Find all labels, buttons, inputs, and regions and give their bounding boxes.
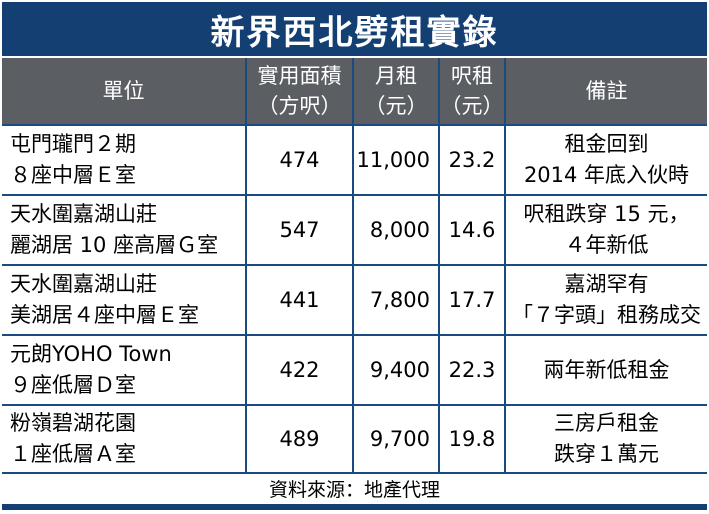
table-row-4-unit: 元朗YOHO Town ９座低層Ｄ室	[2, 336, 245, 404]
row-2-remark-line-2: ４年新低	[564, 233, 649, 257]
header-unit: 單位	[2, 58, 245, 124]
header-area: 實用面積 （方呎）	[247, 58, 352, 124]
row-2-area-value: 547	[279, 217, 320, 242]
row-1-remark-line-2: 2014 年底入伙時	[523, 163, 690, 187]
source-note: 資料來源：地產代理	[268, 478, 440, 501]
header-rent-unit: （元）	[364, 94, 428, 118]
row-divider	[2, 194, 707, 196]
table-row-1-rent: 11,000	[354, 126, 438, 194]
row-1-flat: ８座中層Ｅ室	[10, 163, 136, 187]
table-row-5-remarks: 三房戶租金 跌穿１萬元	[506, 406, 707, 472]
table-row-4-rent: 9,400	[354, 336, 438, 404]
row-4-psf-value: 22.3	[448, 357, 496, 382]
header-unit-label: 單位	[102, 79, 145, 103]
column-divider	[245, 58, 247, 474]
row-1-rent-value: 11,000	[356, 147, 430, 172]
table-row-3-unit: 天水圍嘉湖山莊 美湖居４座中層Ｅ室	[2, 266, 245, 334]
row-1-remark-line-1: 租金回到	[564, 132, 649, 156]
table-row-5-rent: 9,700	[354, 406, 438, 472]
table-row-4-remarks: 兩年新低租金	[506, 336, 707, 404]
table-row-1-psf: 23.2	[440, 126, 504, 194]
row-5-psf-value: 19.8	[448, 426, 496, 451]
table-row-1-remarks: 租金回到 2014 年底入伙時	[506, 126, 707, 194]
row-1-estate: 屯門瓏門２期	[10, 132, 136, 156]
row-4-flat: ９座低層Ｄ室	[10, 373, 136, 397]
table-row-4-psf: 22.3	[440, 336, 504, 404]
row-5-estate: 粉嶺碧湖花園	[10, 411, 136, 435]
row-3-psf-value: 17.7	[448, 287, 496, 312]
table-row-2-area: 547	[247, 196, 352, 264]
row-4-estate: 元朗YOHO Town	[10, 342, 172, 366]
table-bottom-border	[2, 472, 707, 474]
row-5-rent-value: 9,700	[369, 426, 430, 451]
table-row-5-unit: 粉嶺碧湖花園 １座低層Ａ室	[2, 406, 245, 472]
header-psf-unit: （元）	[440, 94, 504, 118]
header-psf: 呎租 （元）	[440, 58, 504, 124]
column-divider	[504, 58, 506, 474]
table-row-3-rent: 7,800	[354, 266, 438, 334]
row-4-remark-line-1: 兩年新低租金	[543, 357, 670, 382]
row-3-estate: 天水圍嘉湖山莊	[10, 272, 157, 296]
table-row-2-unit: 天水圍嘉湖山莊 麗湖居 10 座高層Ｇ室	[2, 196, 245, 264]
header-area-label: 實用面積	[257, 64, 342, 88]
row-3-area-value: 441	[279, 287, 320, 312]
table-row-2-rent: 8,000	[354, 196, 438, 264]
column-divider	[438, 58, 440, 474]
row-2-flat: 麗湖居 10 座高層Ｇ室	[10, 233, 219, 257]
table-row-3-psf: 17.7	[440, 266, 504, 334]
header-area-unit: （方呎）	[257, 94, 342, 118]
bottom-bar	[2, 504, 707, 510]
row-3-flat: 美湖居４座中層Ｅ室	[10, 303, 199, 327]
table-row-1-area: 474	[247, 126, 352, 194]
table-row-1-unit: 屯門瓏門２期 ８座中層Ｅ室	[2, 126, 245, 194]
row-divider	[2, 404, 707, 406]
row-3-rent-value: 7,800	[369, 287, 430, 312]
row-5-area-value: 489	[279, 426, 320, 451]
row-5-remark-line-2: 跌穿１萬元	[554, 442, 659, 466]
row-1-psf-value: 23.2	[448, 147, 496, 172]
table-row-2-remarks: 呎租跌穿 15 元， ４年新低	[506, 196, 707, 264]
header-remarks-label: 備註	[585, 79, 628, 103]
row-divider	[2, 334, 707, 336]
row-2-psf-value: 14.6	[448, 217, 496, 242]
row-divider	[2, 124, 707, 126]
row-4-area-value: 422	[279, 357, 320, 382]
header-psf-label: 呎租	[451, 64, 493, 88]
row-5-remark-line-1: 三房戶租金	[554, 411, 659, 435]
row-1-area-value: 474	[279, 147, 320, 172]
table-row-3-remarks: 嘉湖罕有 「７字頭」租務成交	[506, 266, 707, 334]
row-divider	[2, 264, 707, 266]
table-row-5-psf: 19.8	[440, 406, 504, 472]
row-3-remark-line-2: 「７字頭」租務成交	[512, 303, 701, 327]
row-4-rent-value: 9,400	[369, 357, 430, 382]
table-row-3-area: 441	[247, 266, 352, 334]
column-divider	[352, 58, 354, 474]
table-row-2-psf: 14.6	[440, 196, 504, 264]
table-row-5-area: 489	[247, 406, 352, 472]
row-2-estate: 天水圍嘉湖山莊	[10, 202, 157, 226]
header-rent: 月租 （元）	[354, 58, 438, 124]
table-title: 新界西北劈租實錄	[2, 2, 707, 56]
row-3-remark-line-1: 嘉湖罕有	[564, 272, 649, 296]
header-rent-label: 月租	[375, 64, 417, 88]
header-remarks: 備註	[506, 58, 707, 124]
row-5-flat: １座低層Ａ室	[10, 442, 136, 466]
row-2-rent-value: 8,000	[369, 217, 430, 242]
table-row-4-area: 422	[247, 336, 352, 404]
row-2-remark-line-1: 呎租跌穿 15 元，	[523, 202, 690, 226]
